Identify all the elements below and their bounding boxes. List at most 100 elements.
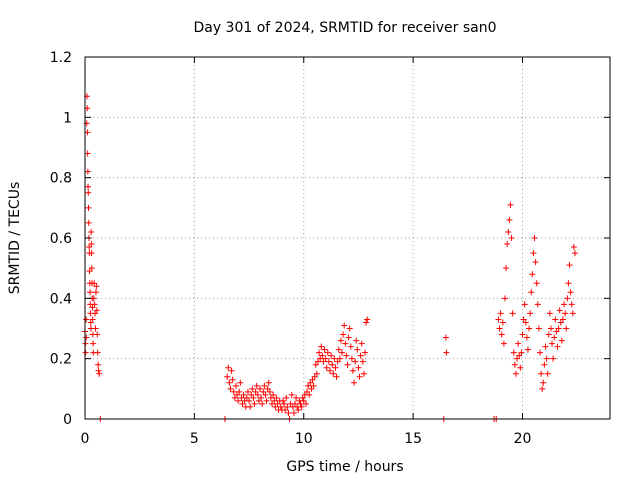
- data-point: [90, 340, 97, 347]
- data-point: [85, 189, 92, 196]
- data-point: [302, 400, 309, 407]
- data-point: [348, 355, 355, 362]
- data-point: [319, 352, 326, 359]
- data-point: [230, 388, 237, 395]
- data-point: [538, 370, 545, 377]
- data-point: [358, 340, 365, 347]
- data-point: [86, 244, 93, 251]
- data-point: [522, 319, 529, 326]
- y-tick-label: 0: [63, 412, 72, 428]
- data-point: [512, 370, 519, 377]
- data-point: [312, 361, 319, 368]
- data-point: [292, 400, 298, 407]
- chart-title: Day 301 of 2024, SRMTID for receiver san…: [193, 20, 496, 36]
- data-point: [540, 379, 547, 386]
- data-point: [88, 228, 95, 235]
- data-point: [519, 331, 526, 338]
- data-point: [266, 388, 273, 395]
- data-point: [572, 250, 578, 257]
- data-point: [550, 355, 557, 362]
- data-point: [345, 334, 352, 341]
- data-point: [528, 289, 535, 296]
- data-point: [250, 394, 257, 401]
- x-tick-label: 5: [190, 431, 199, 447]
- data-point: [96, 370, 103, 377]
- data-point: [342, 340, 349, 347]
- data-point: [363, 319, 370, 326]
- data-point: [300, 397, 307, 404]
- data-point: [282, 406, 289, 413]
- data-point: [562, 310, 569, 317]
- data-point: [498, 331, 505, 338]
- data-point: [267, 394, 274, 401]
- data-point: [497, 310, 504, 317]
- data-markers: [82, 93, 578, 422]
- data-point: [563, 325, 570, 332]
- data-point: [260, 388, 267, 395]
- data-point: [551, 334, 558, 341]
- data-point: [253, 382, 260, 389]
- y-tick-label: 0.2: [50, 352, 72, 368]
- data-point: [251, 400, 258, 407]
- data-point: [362, 349, 368, 356]
- data-point: [85, 183, 92, 190]
- data-point: [566, 262, 573, 269]
- data-point: [324, 349, 331, 356]
- data-point: [505, 228, 512, 235]
- data-point: [351, 379, 358, 386]
- data-point: [272, 403, 279, 410]
- data-point: [295, 406, 302, 413]
- data-point: [506, 216, 513, 223]
- data-point: [508, 235, 515, 241]
- data-point: [545, 331, 552, 338]
- data-point: [542, 343, 549, 350]
- data-point: [228, 367, 235, 374]
- data-point: [364, 316, 371, 323]
- y-tick-label: 1.2: [50, 50, 72, 66]
- data-point: [511, 361, 518, 368]
- data-point: [496, 325, 503, 332]
- data-point: [330, 370, 337, 377]
- x-tick-label: 20: [514, 431, 532, 447]
- data-point: [570, 244, 577, 251]
- data-point: [535, 325, 542, 332]
- data-point: [236, 388, 243, 395]
- data-point: [503, 265, 510, 272]
- data-point: [309, 376, 316, 383]
- data-point: [316, 349, 323, 356]
- data-point: [89, 316, 96, 323]
- data-point: [543, 355, 550, 362]
- data-point: [504, 241, 511, 248]
- data-point: [332, 364, 339, 371]
- data-point: [327, 367, 333, 374]
- data-point: [238, 394, 245, 401]
- data-point: [290, 409, 297, 416]
- data-point: [257, 385, 263, 392]
- data-point: [509, 310, 516, 317]
- data-point: [91, 301, 98, 308]
- data-point: [552, 316, 559, 323]
- data-point: [559, 316, 566, 323]
- x-tick-label: 15: [404, 431, 422, 447]
- data-point: [95, 367, 102, 374]
- data-point: [281, 400, 288, 407]
- data-point: [226, 379, 233, 386]
- data-point: [567, 289, 574, 296]
- data-point: [544, 370, 551, 377]
- data-point: [234, 391, 241, 398]
- data-point: [305, 382, 312, 389]
- data-point: [561, 301, 568, 308]
- data-point: [499, 319, 506, 326]
- data-point: [269, 400, 276, 407]
- data-point: [334, 358, 341, 365]
- data-point: [299, 394, 306, 401]
- data-point: [556, 307, 563, 314]
- data-point: [537, 349, 543, 356]
- data-point: [333, 373, 340, 380]
- data-point: [524, 346, 531, 353]
- data-point: [243, 394, 250, 401]
- data-point: [344, 361, 351, 368]
- data-point: [89, 304, 96, 311]
- data-point: [442, 334, 449, 341]
- axis-ticks: 0 0.2 0.4 0.6 0.8 1 1.2 0 5 10 15 20: [50, 50, 610, 447]
